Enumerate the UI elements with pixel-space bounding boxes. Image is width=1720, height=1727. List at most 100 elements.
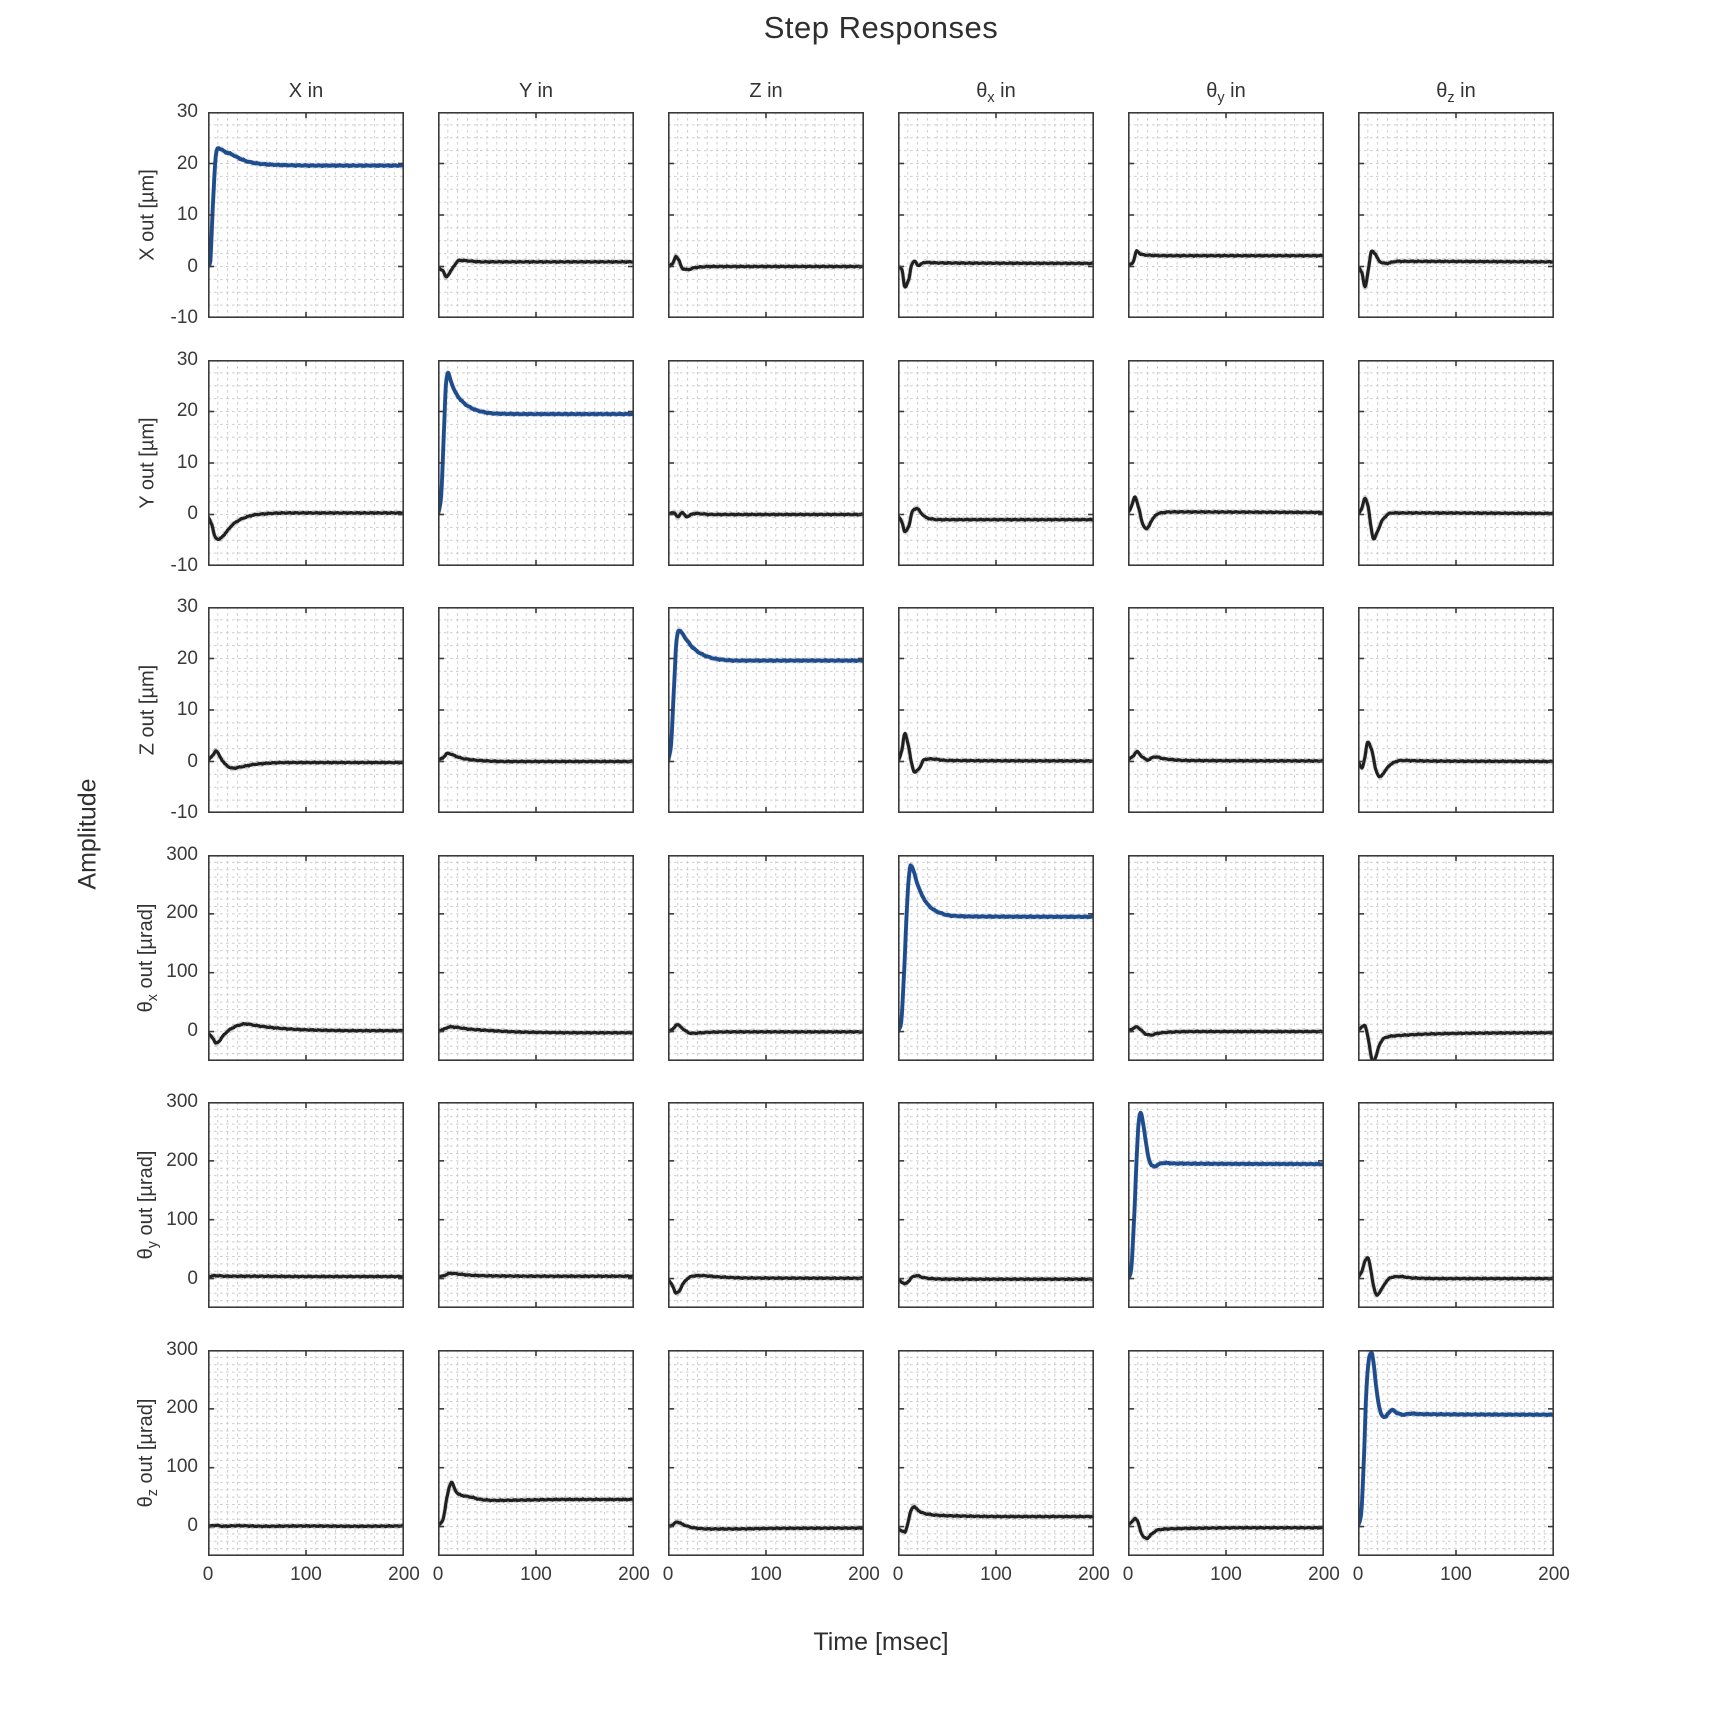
response-curve [898,259,1094,289]
response-curve [438,1271,634,1280]
column-header-1: X in [288,80,324,102]
x-tick-label: 200 [1078,1563,1110,1585]
subplot-r5c5 [1128,1102,1324,1308]
response-curve [1358,1256,1554,1297]
x-tick-label: 0 [1122,1563,1134,1585]
x-tick-label: 0 [662,1563,674,1585]
subplot-r6c4 [898,1349,1094,1556]
subplot-r4c3 [668,854,864,1061]
subplot-r3c5 [1128,607,1324,813]
response-curve-diagonal [1358,1350,1554,1528]
column-header-6: θz in [1436,80,1476,106]
subscript: z [145,1488,161,1496]
subscript: x [145,993,161,1001]
y-tick-label: -10 [170,307,198,328]
x-tick-label: 0 [202,1563,214,1585]
subplot-r2c1 [208,359,404,566]
subplot-r4c1 [208,854,404,1061]
subplot-r4c6 [1358,854,1554,1061]
response-curve-diagonal [438,370,634,517]
response-curve [668,254,864,272]
x-tick-label: 200 [618,1563,650,1585]
y-tick-label: 200 [166,1397,198,1419]
response-curve [208,1021,404,1045]
subplot-r4c5 [1128,854,1324,1061]
response-curve [438,258,634,279]
subplot-r6c2 [438,1349,634,1556]
response-curve [1128,1024,1324,1037]
y-tick-label: 300 [166,843,198,865]
subplot-r1c4 [898,112,1094,318]
y-tick-label: 0 [187,750,198,772]
x-tick-label: 100 [520,1563,552,1585]
subplot-r2c5 [1128,359,1324,566]
y-tick-label: 100 [166,961,198,983]
response-curve [438,751,634,764]
subplot-r1c2 [438,112,634,318]
subplot-r3c2 [438,607,634,813]
x-tick-label: 200 [1308,1563,1340,1585]
response-curve [1128,749,1324,764]
y-tick-label: 200 [166,1149,198,1171]
response-curve [898,506,1094,533]
x-tick-label: 200 [388,1563,420,1585]
subplot-r6c1 [208,1349,404,1556]
y-tick-label: 20 [176,152,198,174]
y-tick-label: 0 [187,503,198,524]
subplot-r3c4 [898,607,1094,813]
response-curve-diagonal [668,628,864,764]
response-curve [208,749,404,771]
y-tick-label: 30 [176,348,198,370]
response-curve [668,1273,864,1295]
subplot-r4c2 [438,854,634,1061]
y-tick-label: 200 [166,902,198,924]
subplot-r5c3 [668,1102,864,1308]
subplot-r2c4 [898,359,1094,566]
subplot-r2c3 [668,359,864,566]
subplot-r6c6 [1358,1349,1554,1556]
x-tick-label: 100 [750,1563,782,1585]
subplot-r1c3 [668,112,864,318]
response-curve [1358,249,1554,289]
x-tick-label: 100 [980,1563,1012,1585]
response-curve [208,1523,404,1528]
column-header-5: θy in [1206,80,1246,106]
subplot-r1c1 [208,112,404,318]
y-tick-label: -10 [170,802,198,823]
y-tick-label: 20 [176,647,198,669]
column-header-4: θx in [976,80,1016,106]
response-curve [668,1022,864,1035]
x-tick-label: 0 [432,1563,444,1585]
y-tick-label: 300 [166,1338,198,1360]
x-tick-label: 0 [892,1563,904,1585]
response-curve [1128,249,1324,267]
subplot-r3c3 [668,607,864,813]
y-tick-label: 300 [166,1091,198,1112]
response-curve [1358,740,1554,779]
x-tick-label: 100 [1210,1563,1242,1585]
response-curve [1128,494,1324,530]
response-curve [898,1273,1094,1286]
response-curve [668,1520,864,1531]
column-header-3: Z in [749,80,783,102]
subplot-r3c6 [1358,607,1554,813]
x-tick-label: 100 [290,1563,322,1585]
y-tick-label: 0 [187,255,198,277]
chart-title: Step Responses [763,10,999,45]
y-tick-label: -10 [170,554,198,576]
subplot-r5c1 [208,1102,404,1308]
response-curve [898,1504,1094,1534]
subplot-r5c4 [898,1102,1094,1308]
x-tick-label: 0 [1352,1563,1364,1585]
y-tick-label: 100 [166,1208,198,1230]
subplot-r5c2 [438,1102,634,1308]
subplot-r4c4 [898,854,1094,1061]
x-tick-label: 200 [1538,1563,1570,1585]
response-curve [438,1480,634,1528]
response-curve [1358,496,1554,540]
y-tick-label: 10 [176,204,198,225]
subplot-r1c6 [1358,112,1554,318]
x-tick-label: 100 [1440,1563,1472,1585]
column-header-2: Y in [518,80,554,102]
